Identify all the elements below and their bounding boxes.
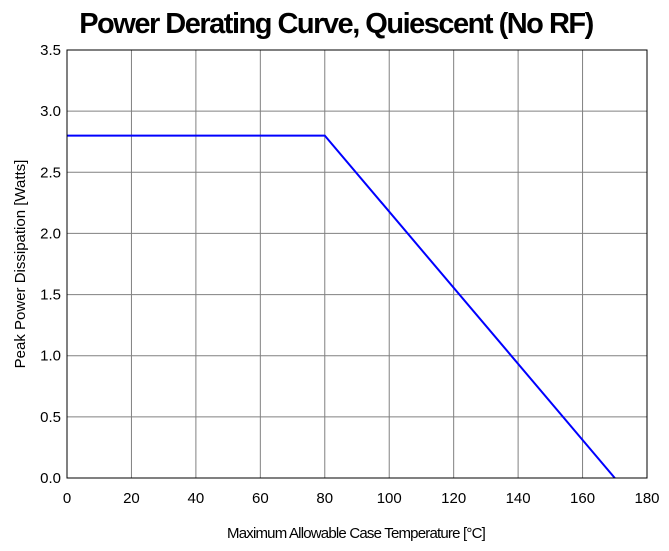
y-tick-label-1: 0.5 <box>40 409 61 426</box>
series-layer <box>67 134 616 479</box>
x-tick-label-6: 120 <box>441 490 466 507</box>
x-axis-label: Maximum Allowable Case Temperature [°C] <box>227 525 486 542</box>
x-tick-label-9: 180 <box>634 490 659 507</box>
y-tick-label-7: 3.5 <box>40 42 61 59</box>
y-tick-label-6: 3.0 <box>40 103 61 120</box>
x-tick-label-8: 160 <box>570 490 595 507</box>
x-tick-label-7: 140 <box>506 490 531 507</box>
y-tick-label-5: 2.5 <box>40 164 61 181</box>
chart-title: Power Derating Curve, Quiescent (No RF) <box>79 8 593 40</box>
series-line-0 <box>67 134 616 479</box>
y-tick-labels: 0.0 0.5 1.0 1.5 2.0 2.5 3.0 3.5 <box>40 42 61 487</box>
x-tick-label-5: 100 <box>377 490 402 507</box>
x-tick-label-1: 20 <box>123 490 140 507</box>
x-tick-label-2: 40 <box>188 490 205 507</box>
x-tick-labels: 0 20 40 60 80 100 120 140 160 180 <box>63 490 660 507</box>
y-tick-label-4: 2.0 <box>40 225 61 242</box>
y-tick-label-3: 1.5 <box>40 287 61 304</box>
x-tick-label-0: 0 <box>63 490 71 507</box>
x-tick-label-3: 60 <box>252 490 269 507</box>
y-axis-label: Peak Power Dissipation [Watts] <box>12 160 29 369</box>
y-tick-label-2: 1.0 <box>40 348 61 365</box>
y-tick-label-0: 0.0 <box>40 470 61 487</box>
plot-frame <box>66 49 648 479</box>
x-tick-label-4: 80 <box>316 490 333 507</box>
